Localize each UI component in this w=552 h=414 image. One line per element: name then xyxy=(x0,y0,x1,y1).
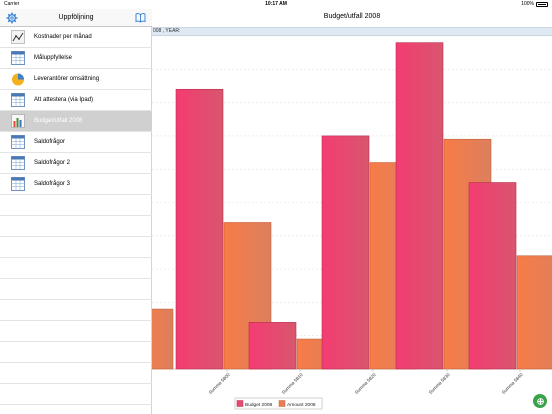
bar-chart-icon xyxy=(11,114,25,128)
table-icon xyxy=(11,177,25,191)
battery-icon xyxy=(536,2,548,7)
carrier-label: Carrier xyxy=(4,1,20,7)
sidebar-menu: Kostnader per månad Måluppfyllelse Lever… xyxy=(0,27,152,414)
sidebar-item-kostnader[interactable]: Kostnader per månad xyxy=(0,27,152,48)
bar-budget-4[interactable] xyxy=(468,182,517,370)
bar-budget-1[interactable] xyxy=(248,322,297,370)
empty-row xyxy=(0,216,152,237)
sidebar: Uppföljning Kostnader per månad xyxy=(0,9,152,414)
empty-row xyxy=(0,384,152,405)
sidebar-item-label: Saldofrågor 2 xyxy=(34,160,71,166)
sidebar-item-budget-utfall[interactable]: Budget/utfall 2008 xyxy=(0,111,152,132)
sidebar-item-label: Leverantörer omsättning xyxy=(34,76,100,82)
empty-row xyxy=(0,300,152,321)
line-chart-icon xyxy=(11,30,25,44)
legend-label: Budget 2008 xyxy=(245,402,273,408)
x-tick-label: Summa 5800 xyxy=(208,372,231,395)
pie-chart-icon xyxy=(12,73,24,86)
empty-row xyxy=(0,342,152,363)
bar-chart: Summa 5800 Summa 5810 Summa 5820 Summa 5830… xyxy=(152,35,552,410)
sidebar-item-att-attestera[interactable]: Att attestera (via Ipad) xyxy=(0,90,152,111)
bar-budget-2[interactable] xyxy=(321,135,370,370)
sidebar-item-saldofragor[interactable]: Saldofrågor xyxy=(0,132,152,153)
empty-row xyxy=(0,195,152,216)
x-tick-label: Summa 5830 xyxy=(428,372,451,395)
table-icon xyxy=(11,93,25,107)
sidebar-header: Uppföljning xyxy=(0,9,152,27)
sidebar-item-label: Saldofrågor 3 xyxy=(34,181,71,187)
empty-row xyxy=(0,321,152,342)
legend-swatch xyxy=(236,400,244,407)
sidebar-item-saldofragor-3[interactable]: Saldofrågor 3 xyxy=(0,174,152,195)
empty-row xyxy=(0,258,152,279)
refresh-icon xyxy=(536,397,544,405)
x-tick-label: Summa 5810 xyxy=(281,372,304,395)
legend-label: Amount 2008 xyxy=(287,402,316,408)
clock-label: 10:17 AM xyxy=(265,1,287,7)
filter-strip: 008 , YEAR: xyxy=(152,27,552,36)
battery-percent: 100% xyxy=(521,1,534,7)
chart-title: Budget/utfall 2008 xyxy=(323,13,381,20)
sidebar-item-saldofragor-2[interactable]: Saldofrågor 2 xyxy=(0,153,152,174)
bar-budget-3[interactable] xyxy=(395,42,444,370)
bar-partial[interactable] xyxy=(152,308,174,370)
empty-row xyxy=(0,237,152,258)
legend-box xyxy=(234,397,323,410)
status-bar: Carrier 10:17 AM 100% xyxy=(0,0,552,9)
empty-row xyxy=(0,405,152,414)
sidebar-title: Uppföljning xyxy=(58,14,94,21)
sidebar-item-label: Kostnader per månad xyxy=(34,34,92,40)
chart-panel: Summa 5800 Summa 5810 Summa 5820 Summa 5830… xyxy=(152,9,552,414)
sidebar-item-label: Att attestera (via Ipad) xyxy=(34,97,94,103)
book-icon[interactable] xyxy=(135,12,146,23)
x-tick-label: Summa 5840 xyxy=(501,372,524,395)
bar-budget-0[interactable] xyxy=(175,88,224,370)
gear-icon[interactable] xyxy=(6,12,18,24)
table-icon xyxy=(11,156,25,170)
legend-swatch xyxy=(278,400,286,407)
sidebar-item-leverantorer[interactable]: Leverantörer omsättning xyxy=(0,69,152,90)
bar-amount-4[interactable] xyxy=(516,255,552,370)
table-icon xyxy=(11,51,25,65)
refresh-button[interactable] xyxy=(533,394,547,408)
empty-row xyxy=(0,363,152,384)
sidebar-item-label: Budget/utfall 2008 xyxy=(34,118,83,124)
table-icon xyxy=(11,135,25,149)
sidebar-item-maluppfyllelse[interactable]: Måluppfyllelse xyxy=(0,48,152,69)
x-tick-label: Summa 5820 xyxy=(354,372,377,395)
sidebar-item-label: Saldofrågor xyxy=(34,139,66,145)
empty-row xyxy=(0,279,152,300)
sidebar-item-label: Måluppfyllelse xyxy=(34,55,73,61)
